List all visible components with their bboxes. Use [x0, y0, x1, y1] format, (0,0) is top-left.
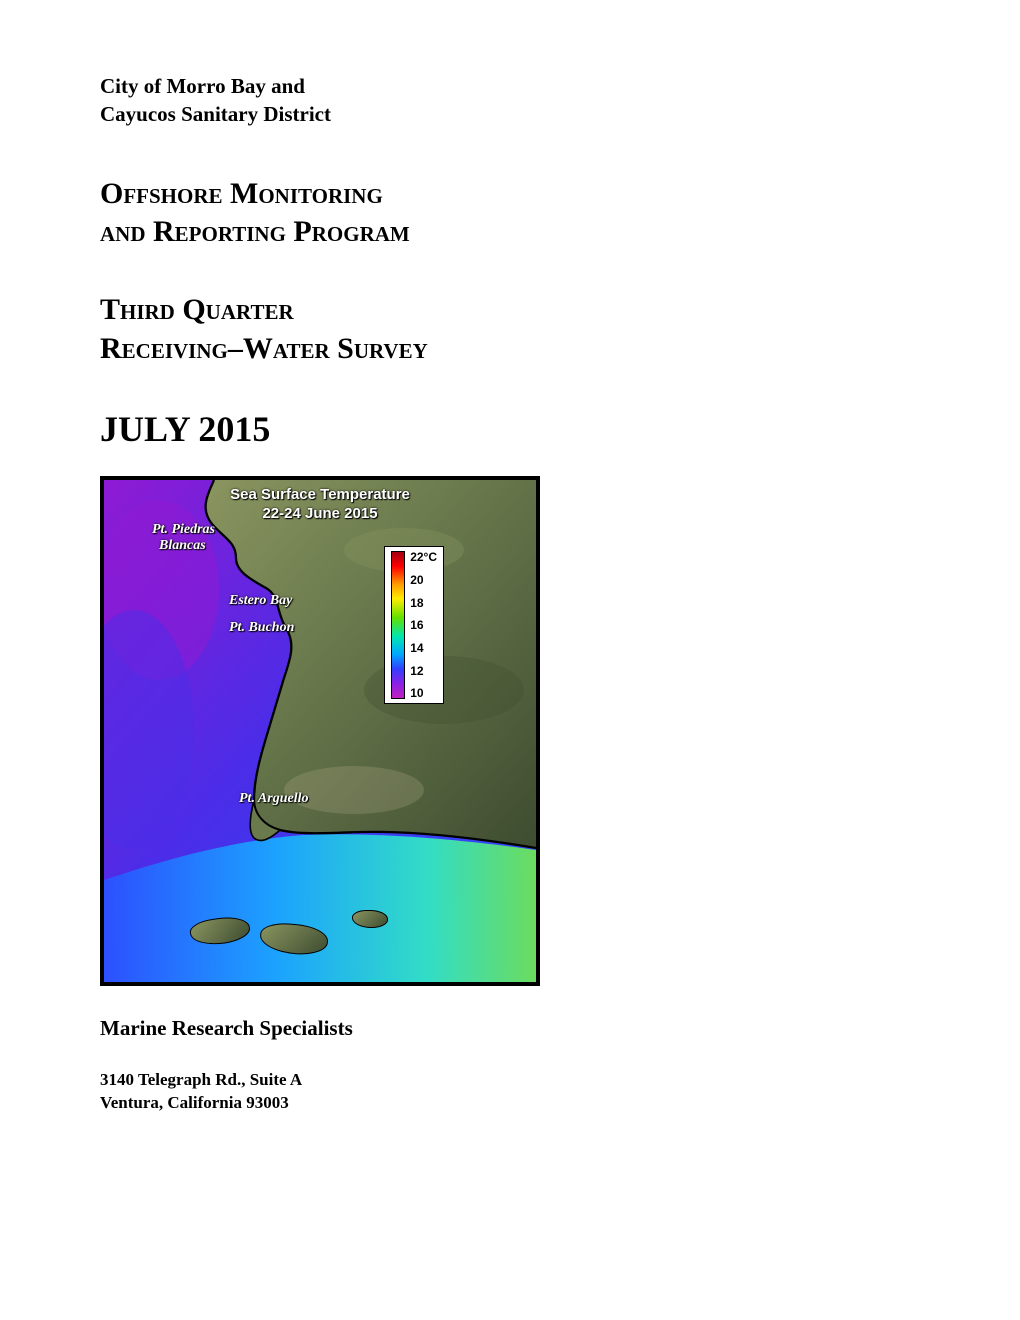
label-estero: Estero Bay	[229, 593, 292, 609]
company-name: Marine Research Specialists	[100, 1016, 920, 1041]
legend-ticks: 22°C 20 18 16 14 12 10	[410, 551, 437, 699]
island	[352, 910, 388, 928]
label-arguello: Pt. Arguello	[239, 791, 309, 807]
map-title-line1: Sea Surface Temperature	[230, 486, 410, 503]
legend-tick: 12	[410, 665, 437, 677]
map-title-line2: 22-24 June 2015	[262, 505, 377, 522]
legend-tick: 18	[410, 597, 437, 609]
temperature-legend: 22°C 20 18 16 14 12 10	[384, 546, 444, 704]
legend-tick: 14	[410, 642, 437, 654]
org-line1: City of Morro Bay and	[100, 72, 920, 100]
address-line1: 3140 Telegraph Rd., Suite A	[100, 1069, 920, 1092]
report-date: JULY 2015	[100, 408, 920, 450]
org-line2: Cayucos Sanitary District	[100, 100, 920, 128]
title-line2: and Reporting Program	[100, 213, 920, 251]
organization-block: City of Morro Bay and Cayucos Sanitary D…	[100, 72, 920, 129]
program-title: Offshore Monitoring and Reporting Progra…	[100, 175, 920, 252]
report-subtitle: Third Quarter Receiving–Water Survey	[100, 291, 920, 368]
legend-tick: 22°C	[410, 551, 437, 563]
legend-tick: 16	[410, 619, 437, 631]
map-svg	[104, 480, 536, 982]
legend-colorbar	[391, 551, 405, 699]
title-line1: Offshore Monitoring	[100, 175, 920, 213]
legend-tick: 10	[410, 687, 437, 699]
map-title: Sea Surface Temperature 22-24 June 2015	[104, 486, 536, 524]
company-address: 3140 Telegraph Rd., Suite A Ventura, Cal…	[100, 1069, 920, 1115]
sst-map: Sea Surface Temperature 22-24 June 2015 …	[100, 476, 540, 986]
subtitle-line2: Receiving–Water Survey	[100, 330, 920, 368]
subtitle-line1: Third Quarter	[100, 291, 920, 329]
label-piedras: Pt. Piedras Blancas	[152, 522, 215, 554]
address-line2: Ventura, California 93003	[100, 1092, 920, 1115]
legend-tick: 20	[410, 574, 437, 586]
label-buchon: Pt. Buchon	[229, 620, 294, 636]
